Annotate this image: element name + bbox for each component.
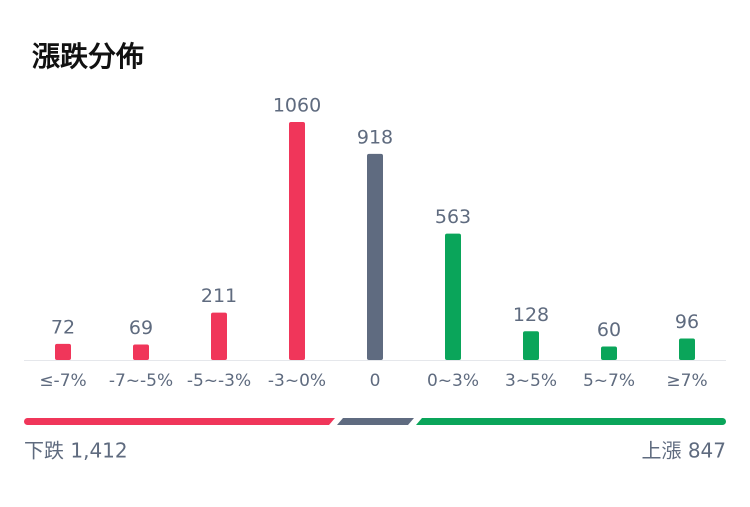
bar (523, 331, 539, 360)
x-tick-label: 3~5% (505, 371, 557, 391)
bar (367, 153, 383, 360)
up-summary: 上漲 847 (641, 439, 726, 463)
x-tick-label: ≤-7% (39, 371, 86, 391)
x-tick-label: -3~0% (268, 371, 326, 391)
up-segment (416, 418, 726, 425)
down-summary: 下跌 1,412 (24, 439, 128, 463)
value-label: 72 (51, 316, 75, 338)
bar (289, 122, 305, 360)
value-label: 96 (675, 311, 699, 333)
value-label: 128 (513, 304, 549, 326)
bar (133, 344, 149, 360)
bar (445, 233, 461, 360)
value-label: 69 (129, 317, 153, 339)
bar (55, 343, 71, 360)
bar (601, 346, 617, 360)
value-label: 211 (201, 285, 237, 307)
value-label: 1060 (273, 95, 321, 117)
x-tick-label: 5~7% (583, 371, 635, 391)
x-tick-label: -7~-5% (109, 371, 173, 391)
flat-segment (337, 418, 414, 425)
bar (679, 338, 695, 360)
x-tick-label: 0~3% (427, 371, 479, 391)
value-label: 60 (597, 319, 621, 341)
x-tick-label: ≥7% (666, 371, 707, 391)
x-tick-label: -5~-3% (187, 371, 251, 391)
value-label: 918 (357, 126, 393, 148)
bar (211, 312, 227, 360)
chart-title: 漲跌分佈 (32, 40, 144, 73)
x-tick-label: 0 (370, 371, 381, 391)
ratio-bar (24, 418, 726, 425)
value-label: 563 (435, 206, 471, 228)
down-segment (24, 418, 336, 425)
